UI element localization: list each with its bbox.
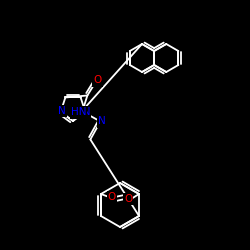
Text: O: O — [124, 194, 132, 204]
Text: O: O — [108, 192, 116, 202]
Text: N: N — [58, 106, 66, 116]
Text: N: N — [98, 116, 106, 126]
Text: HN: HN — [74, 107, 90, 117]
Text: HN: HN — [70, 108, 86, 118]
Text: O: O — [93, 76, 102, 86]
